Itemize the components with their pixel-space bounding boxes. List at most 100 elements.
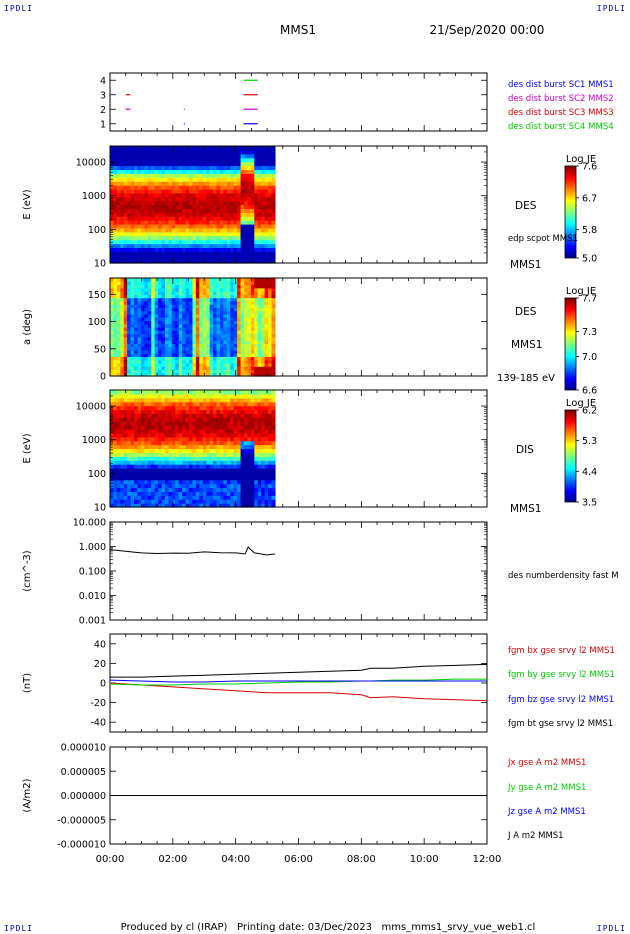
heatmap-cell — [144, 204, 149, 209]
heatmap-cell — [244, 294, 249, 299]
heatmap-cell — [261, 366, 266, 371]
heatmap-cell — [120, 291, 125, 295]
heatmap-cell — [175, 227, 180, 233]
heatmap-cell — [192, 429, 197, 434]
heatmap-cell — [182, 425, 187, 430]
heatmap-cell — [257, 173, 262, 178]
heatmap-cell — [134, 196, 139, 202]
heatmap-cell — [120, 307, 125, 312]
heatmap-cell — [164, 297, 170, 302]
heatmap-cell — [216, 216, 221, 221]
heatmap-cell — [110, 432, 115, 438]
heatmap-cell — [261, 200, 266, 206]
heatmap-cell — [182, 444, 187, 450]
heatmap-cell — [226, 340, 231, 344]
heatmap-cell — [202, 340, 207, 344]
heatmap-cell — [271, 346, 276, 351]
heatmap-cell — [110, 204, 115, 209]
heatmap-cell — [127, 359, 132, 364]
heatmap-cell — [202, 284, 207, 289]
heatmap-cell — [202, 401, 207, 407]
heatmap-cell — [226, 304, 231, 308]
heatmap-cell — [195, 421, 200, 426]
heatmap-cell — [254, 349, 259, 354]
heatmap-cell — [261, 495, 266, 500]
heatmap-cell — [268, 208, 273, 213]
heatmap-cell — [268, 479, 273, 485]
heatmap-cell — [154, 320, 159, 325]
heatmap-cell — [199, 287, 204, 292]
footer-text: Produced by cl (IRAP) Printing date: 03/… — [121, 922, 536, 933]
heatmap-cell — [130, 479, 135, 485]
heatmap-cell — [113, 146, 118, 151]
heatmap-cell — [264, 313, 269, 318]
heatmap-cell — [219, 320, 224, 325]
heatmap-cell — [257, 255, 262, 260]
heatmap-cell — [158, 255, 163, 260]
heatmap-cell — [171, 366, 176, 371]
heatmap-cell — [268, 330, 273, 335]
heatmap-cell — [168, 307, 173, 312]
heatmap-cell — [223, 346, 228, 351]
heatmap-cell — [233, 330, 238, 335]
heatmap-cell — [261, 153, 266, 159]
heatmap-cell — [237, 188, 242, 194]
heatmap-cell — [144, 356, 149, 361]
heatmap-cell — [134, 297, 139, 302]
heatmap-cell — [268, 157, 273, 163]
heatmap-cell — [130, 157, 135, 163]
heatmap-cell — [113, 421, 118, 426]
heatmap-cell — [178, 475, 183, 481]
heatmap-cell — [213, 297, 218, 302]
heatmap-cell — [223, 291, 228, 295]
heatmap-cell — [244, 390, 249, 395]
heatmap-cell — [192, 503, 197, 508]
heatmap-cell — [140, 220, 145, 225]
heatmap-cell — [223, 340, 228, 344]
heatmap-cell — [123, 333, 128, 338]
heatmap-cell — [116, 192, 121, 198]
heatmap-cell — [250, 208, 255, 213]
heatmap-cell — [182, 369, 187, 374]
header-datetime: 21/Sep/2020 00:00 — [430, 23, 545, 37]
heatmap-cell — [144, 161, 149, 167]
heatmap-cell — [140, 372, 145, 377]
heatmap-cell — [219, 165, 224, 170]
heatmap-cell — [247, 343, 252, 348]
heatmap-cell — [127, 291, 132, 295]
heatmap-cell — [206, 307, 211, 312]
heatmap-cell — [127, 405, 132, 411]
heatmap-cell — [154, 359, 159, 364]
heatmap-cell — [240, 212, 245, 217]
heatmap-cell — [192, 149, 197, 155]
heatmap-cell — [202, 495, 207, 500]
heatmap-cell — [206, 177, 211, 182]
heatmap-cell — [223, 409, 228, 414]
heatmap-cell — [178, 181, 183, 186]
heatmap-cell — [240, 153, 245, 159]
y-tick-label: 150 — [88, 290, 106, 301]
heatmap-cell — [209, 503, 214, 508]
heatmap-cell — [154, 224, 159, 229]
heatmap-cell — [189, 177, 194, 182]
heatmap-cell — [271, 320, 276, 325]
heatmap-cell — [144, 429, 149, 434]
heatmap-cell — [237, 278, 242, 282]
heatmap-cell — [230, 227, 235, 233]
heatmap-cell — [195, 468, 200, 473]
heatmap-cell — [268, 487, 273, 492]
heatmap-cell — [237, 452, 242, 457]
heatmap-cell — [213, 181, 218, 186]
heatmap-cell — [192, 409, 197, 414]
heatmap-cell — [195, 235, 200, 241]
heatmap-cell — [223, 401, 228, 407]
heatmap-cell — [271, 405, 276, 411]
heatmap-cell — [140, 440, 145, 446]
heatmap-cell — [120, 483, 125, 489]
heatmap-cell — [161, 149, 166, 155]
heatmap-cell — [130, 452, 135, 457]
heatmap-cell — [237, 153, 242, 159]
heatmap-cell — [257, 169, 262, 174]
heatmap-cell — [168, 212, 173, 217]
heatmap-cell — [110, 366, 115, 371]
